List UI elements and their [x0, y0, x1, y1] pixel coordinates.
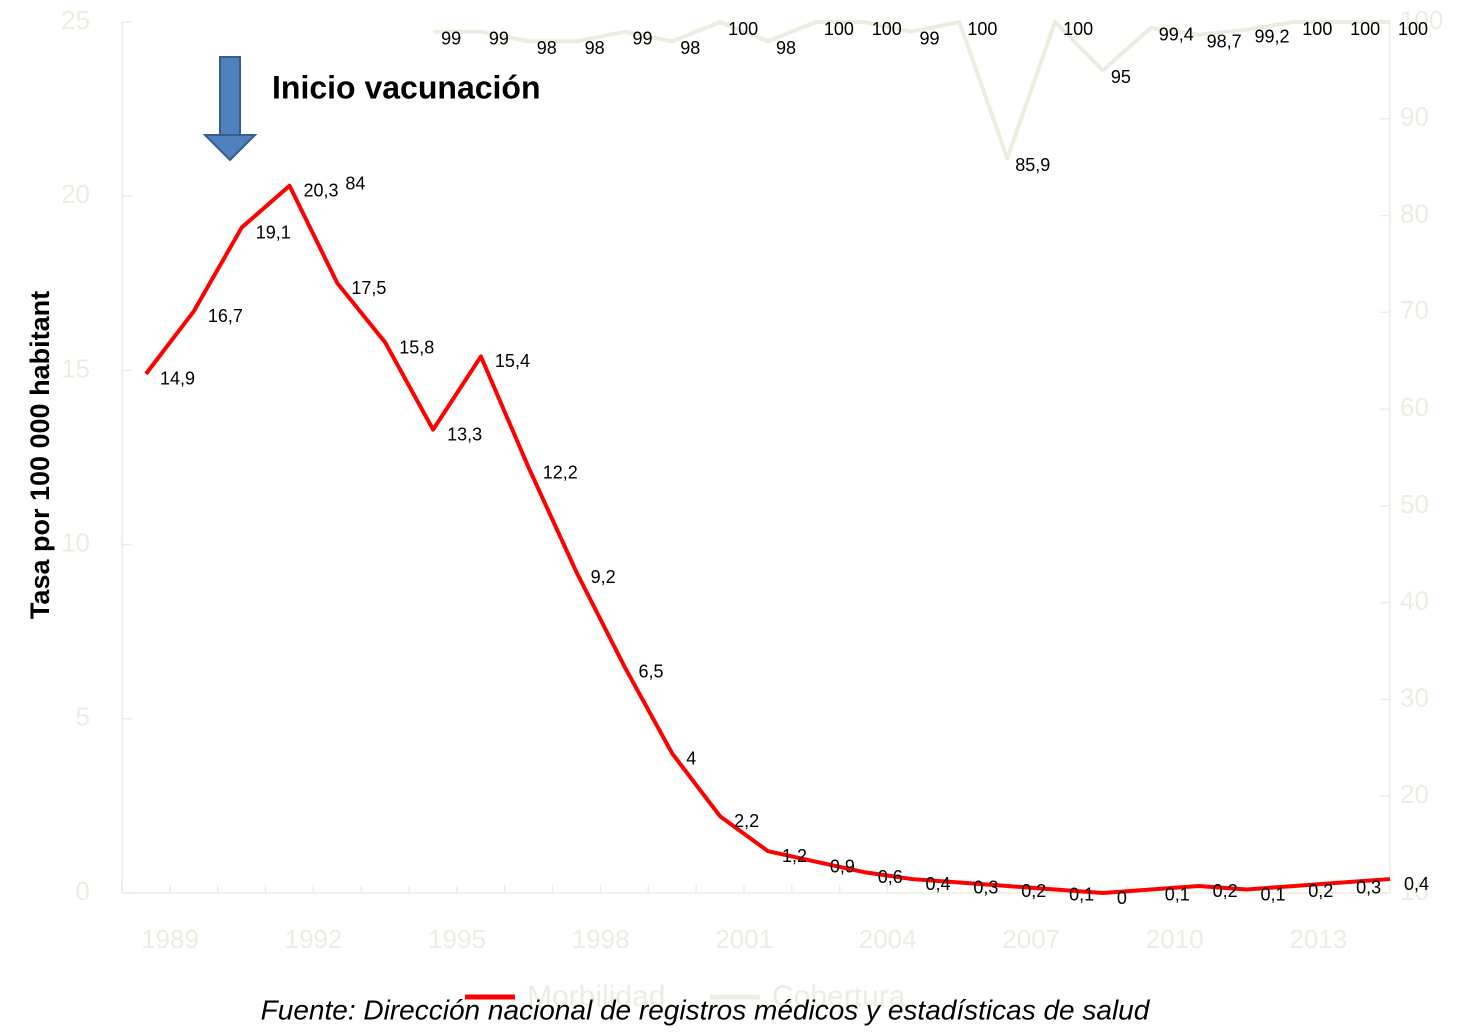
legend-label: Morbilidad	[527, 980, 665, 1013]
y2-tick-label: 50	[1400, 489, 1429, 519]
y-tick-label: 10	[61, 527, 90, 557]
data-label: 99	[920, 28, 940, 48]
data-label: 98	[680, 38, 700, 58]
x-tick-label: 2007	[1002, 924, 1060, 954]
data-label: 9,2	[591, 567, 616, 587]
x-tick-label: 2010	[1146, 924, 1204, 954]
data-label: 84	[345, 174, 365, 194]
data-label: 100	[967, 19, 997, 39]
y2-tick-label: 60	[1400, 392, 1429, 422]
data-label: 0,1	[1069, 884, 1094, 904]
data-label: 12,2	[543, 463, 578, 483]
data-label: 99	[632, 28, 652, 48]
data-label: 0,2	[1021, 881, 1046, 901]
data-label: 100	[728, 19, 758, 39]
data-label: 4	[686, 748, 696, 768]
x-tick-label: 2004	[859, 924, 917, 954]
x-tick-label: 2013	[1289, 924, 1347, 954]
data-label: 6,5	[638, 661, 663, 681]
data-label: 0,2	[1308, 881, 1333, 901]
data-label: 85,9	[1015, 155, 1050, 175]
x-tick-label: 2001	[715, 924, 773, 954]
data-label: 99,4	[1159, 25, 1194, 45]
arrow	[202, 56, 258, 162]
series-line	[433, 20, 1390, 161]
data-label: 99,2	[1254, 26, 1289, 46]
y2-tick-label: 40	[1400, 586, 1429, 616]
data-label: 0,3	[1356, 877, 1381, 897]
legend-label: Cobertura	[772, 980, 906, 1013]
data-label: 19,1	[256, 222, 291, 242]
data-label: 100	[824, 19, 854, 39]
source: Fuente: Dirección nacional de registros …	[261, 994, 1151, 1025]
y2-tick-label: 70	[1400, 295, 1429, 325]
data-label: 100	[1398, 19, 1428, 39]
y2-tick-label: 90	[1400, 102, 1429, 132]
data-label: 98	[537, 38, 557, 58]
y2-tick-label: 20	[1400, 779, 1429, 809]
series-line	[144, 183, 1391, 895]
data-label: 99	[441, 28, 461, 48]
data-label: 0,4	[926, 874, 951, 894]
data-label: 14,9	[160, 369, 195, 389]
data-label: 98	[776, 38, 796, 58]
data-label: 98	[585, 38, 605, 58]
data-label: 15,8	[399, 337, 434, 357]
data-label: 99	[489, 28, 509, 48]
data-label: 0,3	[973, 877, 998, 897]
data-label: 17,5	[351, 278, 386, 298]
y2-tick-label: 10	[1400, 876, 1429, 906]
x-tick-label: 1995	[428, 924, 486, 954]
data-label: 100	[1350, 19, 1380, 39]
x-tick-label: 1989	[141, 924, 199, 954]
data-label: 0	[1117, 888, 1127, 908]
data-label: 0,6	[878, 867, 903, 887]
y-tick-label: 5	[76, 702, 90, 732]
data-label: 100	[872, 19, 902, 39]
data-label: 100	[1063, 19, 1093, 39]
data-label: 20,3	[304, 180, 339, 200]
y-tick-label: 0	[76, 876, 90, 906]
data-label: 0,9	[830, 856, 855, 876]
annotation: Inicio vacunación	[272, 69, 541, 105]
data-label: 0,2	[1213, 881, 1238, 901]
data-label: 98,7	[1207, 31, 1242, 51]
data-label: 0,1	[1260, 884, 1285, 904]
y-tick-label: 20	[61, 179, 90, 209]
data-label: 0,4	[1404, 874, 1429, 894]
x-tick-label: 1992	[285, 924, 343, 954]
x-tick-label: 1998	[572, 924, 630, 954]
data-label: 13,3	[447, 424, 482, 444]
data-label: 1,2	[782, 846, 807, 866]
data-label: 2,2	[734, 811, 759, 831]
y2-tick-label: 30	[1400, 682, 1429, 712]
y-tick-label: 25	[61, 5, 90, 35]
y2-tick-label: 80	[1400, 198, 1429, 228]
y2-tick-label: 100	[1400, 5, 1443, 35]
data-label: 16,7	[208, 306, 243, 326]
y-tick-label: 15	[61, 353, 90, 383]
y-axis-label: Tasa por 100 000 habitant	[25, 291, 55, 619]
data-label: 15,4	[495, 351, 530, 371]
data-label: 0,1	[1165, 884, 1190, 904]
data-label: 100	[1302, 19, 1332, 39]
data-label: 95	[1111, 67, 1131, 87]
